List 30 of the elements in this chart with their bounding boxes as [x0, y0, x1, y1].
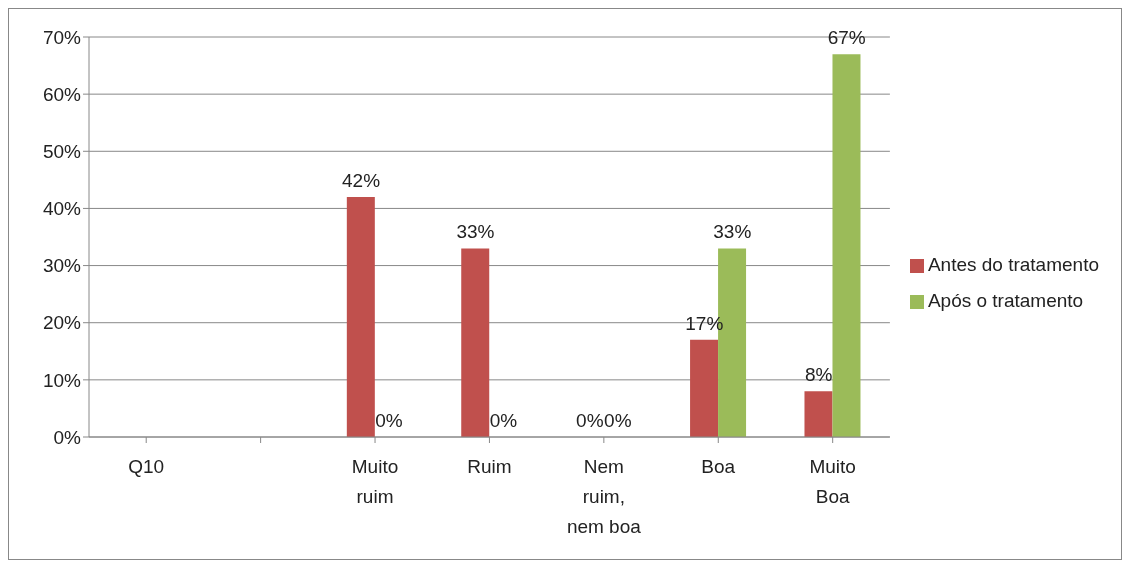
bar: [346, 197, 375, 437]
x-tick-label: Q10: [128, 456, 165, 477]
data-label: 33%: [713, 221, 752, 243]
x-tick-label: Muito Boa: [809, 456, 856, 507]
data-label: 42%: [342, 170, 381, 191]
legend-label: Após o tratamento: [927, 290, 1084, 311]
y-tick-label: 60%: [42, 83, 82, 105]
y-tick-label: 10%: [42, 369, 82, 391]
y-tick-label: 30%: [42, 255, 82, 277]
data-label: 33%: [456, 221, 495, 243]
x-tick-label: Ruim: [467, 456, 512, 477]
bar: [832, 54, 861, 437]
y-tick-label: 0%: [53, 426, 82, 448]
x-tick-label: Muito ruim: [351, 456, 399, 507]
y-tick-label: 50%: [42, 141, 82, 163]
data-label: 0%: [375, 410, 403, 431]
data-label: 8%: [804, 364, 833, 386]
x-tick-label: Nem ruim, nem boa: [566, 456, 642, 537]
data-label: 0%: [489, 410, 518, 431]
bar: [461, 248, 490, 437]
bar: [690, 339, 719, 437]
legend-label: Antes do tratamento: [927, 254, 1099, 275]
bar: [804, 391, 833, 437]
data-label: 0%: [604, 410, 632, 431]
data-label: 0%: [576, 410, 604, 431]
y-tick-label: 40%: [42, 198, 82, 220]
data-label: 67%: [827, 27, 866, 49]
x-tick-label: Boa: [701, 456, 736, 477]
y-tick-label: 20%: [42, 312, 82, 334]
y-tick-label: 70%: [42, 26, 82, 48]
